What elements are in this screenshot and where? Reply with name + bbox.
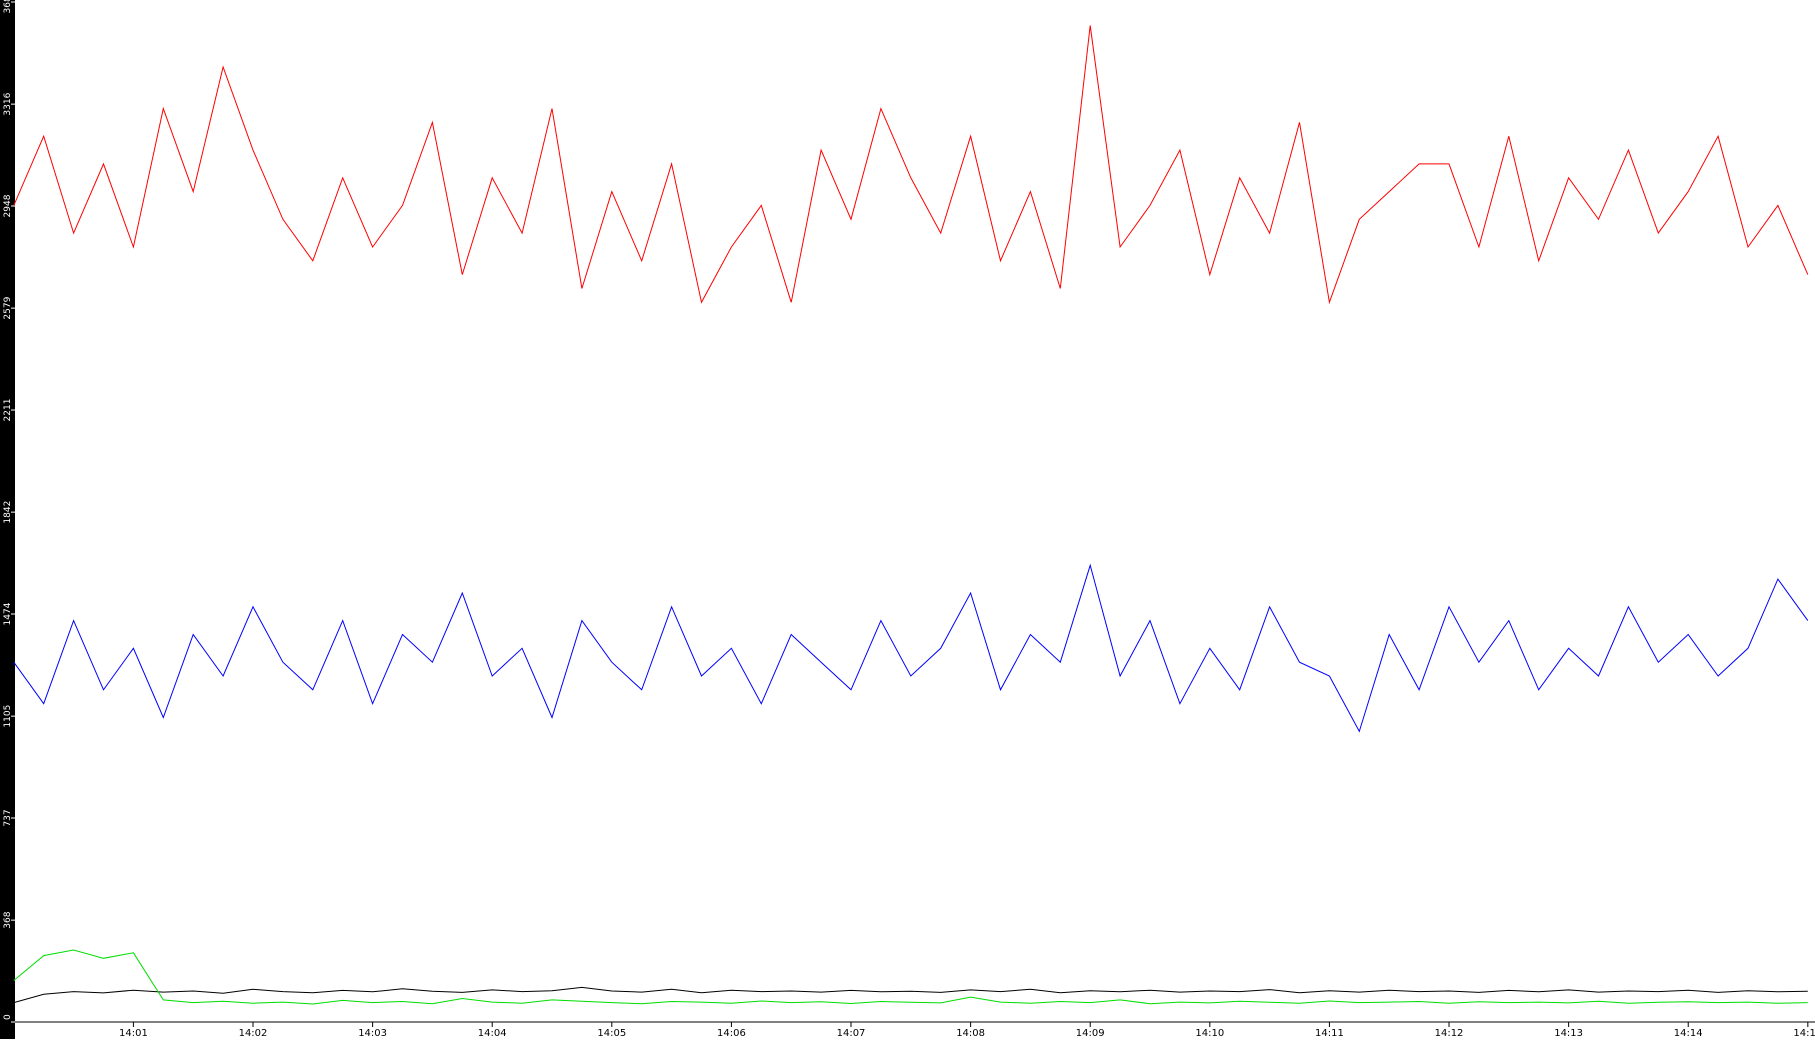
- series-line: [13, 949, 1808, 1005]
- x-tick-label: 14:03: [358, 1028, 387, 1039]
- y-axis-strip: [0, 0, 15, 1039]
- x-tick-label: 14:11: [1315, 1028, 1344, 1039]
- x-tick-label: 14:09: [1076, 1028, 1105, 1039]
- x-tick-label: 14:12: [1435, 1028, 1464, 1039]
- y-tick-label: 368: [3, 911, 13, 928]
- x-tick-label: 14:15: [1793, 1028, 1815, 1039]
- y-tick-label: 2211: [3, 399, 13, 422]
- x-tick-label: 14:06: [717, 1028, 746, 1039]
- y-tick-label: 3316: [3, 92, 13, 115]
- y-tick-label: 3685: [3, 0, 13, 13]
- y-tick-label: 737: [3, 809, 13, 826]
- x-tick-label: 14:04: [478, 1028, 507, 1039]
- y-tick-label: 1842: [3, 501, 13, 524]
- y-tick-label: 2948: [3, 194, 13, 217]
- x-tick-label: 14:01: [119, 1028, 148, 1039]
- y-tick-label: 2579: [3, 296, 13, 319]
- x-tick-label: 14:05: [597, 1028, 626, 1039]
- x-tick-label: 14:02: [239, 1028, 268, 1039]
- x-tick-label: 14:08: [956, 1028, 985, 1039]
- series-line: [13, 986, 1808, 1004]
- x-tick-label: 14:14: [1674, 1028, 1703, 1039]
- y-tick-label: 1474: [3, 602, 13, 625]
- series-line: [13, 563, 1809, 733]
- series-line: [13, 25, 1809, 305]
- y-tick-label: 1105: [3, 705, 13, 728]
- x-tick-label: 14:10: [1195, 1028, 1224, 1039]
- x-tick-label: 14:13: [1554, 1028, 1583, 1039]
- y-tick-label: 0: [3, 1014, 13, 1020]
- x-tick-label: 14:07: [837, 1028, 866, 1039]
